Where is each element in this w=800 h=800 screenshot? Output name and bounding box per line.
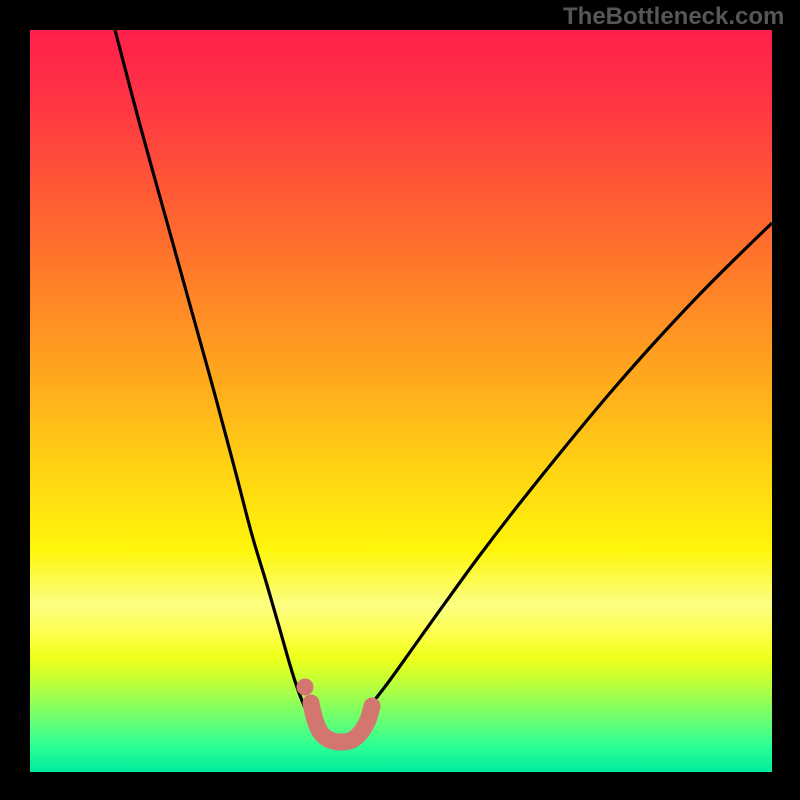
curve-overlay bbox=[30, 30, 772, 772]
bottleneck-curve-right bbox=[370, 223, 772, 706]
watermark-text: TheBottleneck.com bbox=[563, 3, 784, 31]
plot-area bbox=[30, 30, 772, 772]
bottleneck-curve-left bbox=[115, 30, 305, 708]
optimal-well-dot bbox=[297, 679, 314, 696]
optimal-well bbox=[311, 703, 372, 742]
